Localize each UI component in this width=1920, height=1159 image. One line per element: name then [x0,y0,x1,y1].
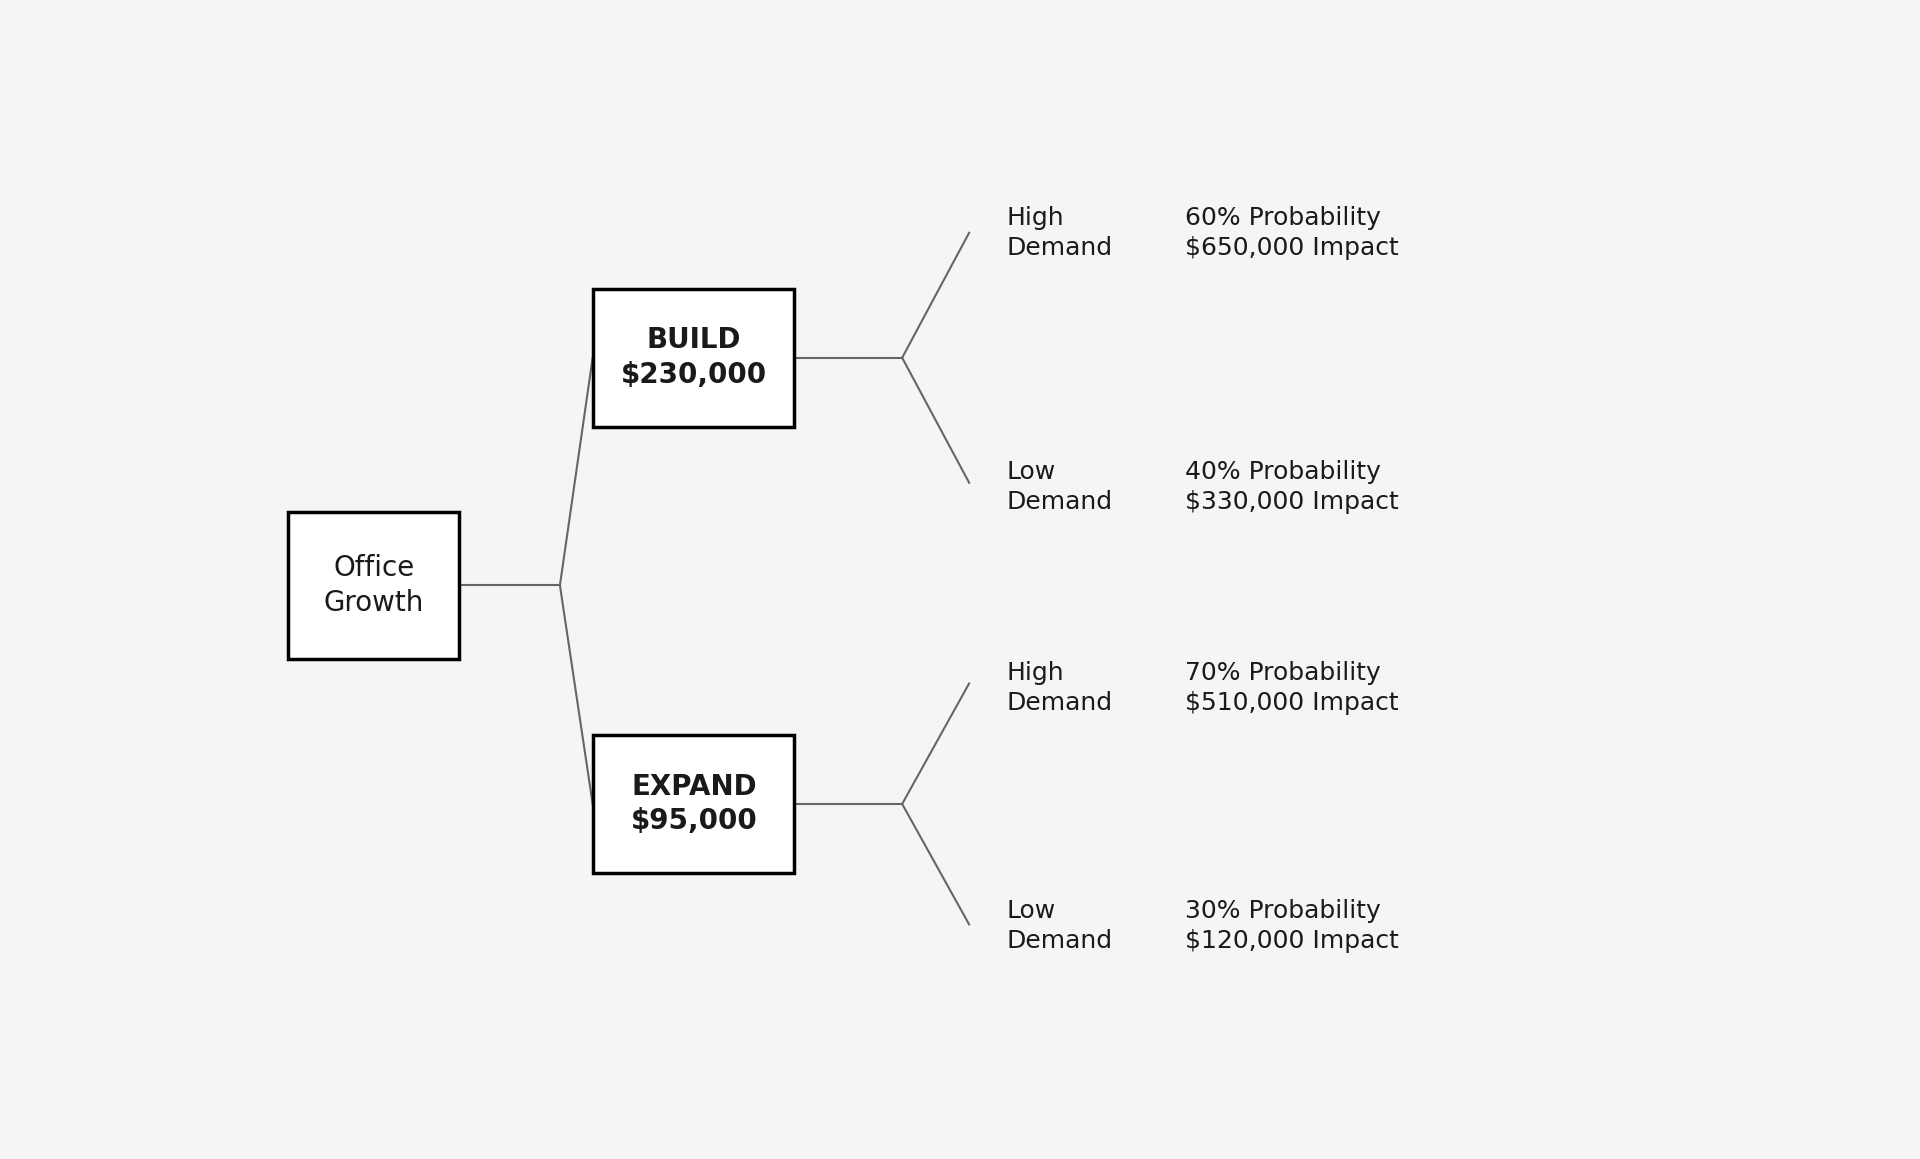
Text: 30% Probability
$120,000 Impact: 30% Probability $120,000 Impact [1185,899,1400,953]
Text: Low
Demand: Low Demand [1006,460,1112,513]
FancyBboxPatch shape [593,289,795,427]
Text: 40% Probability
$330,000 Impact: 40% Probability $330,000 Impact [1185,460,1398,513]
FancyBboxPatch shape [593,735,795,873]
Text: Low
Demand: Low Demand [1006,899,1112,953]
Text: 60% Probability
$650,000 Impact: 60% Probability $650,000 Impact [1185,206,1398,260]
Text: Office
Growth: Office Growth [324,554,424,617]
FancyBboxPatch shape [288,511,459,659]
Text: 70% Probability
$510,000 Impact: 70% Probability $510,000 Impact [1185,661,1398,715]
Text: High
Demand: High Demand [1006,206,1112,260]
Text: EXPAND
$95,000: EXPAND $95,000 [630,773,756,836]
Text: High
Demand: High Demand [1006,661,1112,715]
Text: BUILD
$230,000: BUILD $230,000 [620,327,766,389]
